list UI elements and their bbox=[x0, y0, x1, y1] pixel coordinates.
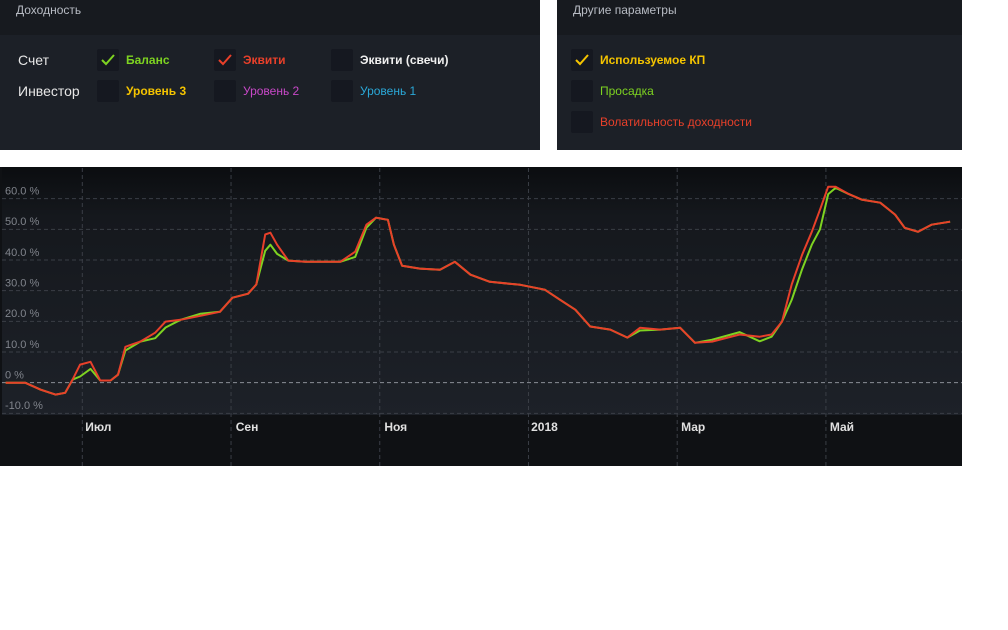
checkbox[interactable]: Уровень 3 bbox=[97, 80, 186, 102]
panel-title: Доходность bbox=[0, 0, 540, 35]
checkbox-label: Уровень 1 bbox=[360, 84, 417, 98]
checkbox-label: Уровень 2 bbox=[243, 84, 300, 98]
checkbox-box bbox=[571, 111, 593, 133]
legend-label: Баланс bbox=[126, 53, 170, 67]
y-tick-label: 60.0 % bbox=[5, 186, 39, 198]
checkbox-box bbox=[331, 49, 353, 71]
checkbox-box bbox=[214, 80, 236, 102]
y-tick-label: 20.0 % bbox=[5, 308, 39, 320]
legend-label: Эквити bbox=[243, 53, 286, 67]
y-tick-label: 30.0 % bbox=[5, 278, 39, 290]
panel-title: Другие параметры bbox=[557, 0, 962, 35]
y-tick-label: 40.0 % bbox=[5, 247, 39, 259]
checkbox[interactable]: Уровень 2 bbox=[214, 80, 299, 102]
x-tick-label: Июл bbox=[85, 420, 111, 434]
x-tick-label: Ноя bbox=[384, 420, 407, 434]
checkbox-box bbox=[214, 49, 236, 71]
x-tick-label: Май bbox=[830, 420, 854, 434]
checkbox-label: Используемое КП bbox=[600, 53, 706, 67]
y-tick-label: 0 % bbox=[5, 370, 24, 382]
y-tick-label: 10.0 % bbox=[5, 339, 39, 351]
checkbox[interactable]: Уровень 1 bbox=[331, 80, 416, 102]
x-tick-label: Мар bbox=[681, 420, 705, 434]
checkbox-box bbox=[331, 80, 353, 102]
row-label: Инвестор bbox=[18, 83, 80, 99]
check-mark bbox=[101, 54, 115, 66]
checkbox[interactable]: Волатильность доходности bbox=[571, 111, 752, 133]
checkbox[interactable]: Используемое КП bbox=[571, 49, 705, 71]
checkbox-box bbox=[571, 49, 593, 71]
checkbox-box bbox=[571, 80, 593, 102]
checkbox[interactable]: Баланс bbox=[97, 49, 170, 71]
chart: -10.0 % 0 % 10.0 % 20.0 % 30.0 % 40.0 % 50.0 %… bbox=[0, 167, 962, 466]
checkbox-box bbox=[97, 80, 119, 102]
other-panel: Другие параметры Используемое КП Просадк… bbox=[557, 0, 962, 150]
checkbox-label: Волатильность доходности bbox=[600, 115, 752, 129]
x-tick-label: 2018 bbox=[531, 420, 558, 434]
y-tick-label: -10.0 % bbox=[5, 400, 43, 412]
check-mark bbox=[575, 54, 589, 66]
returns-panel: Доходность Счет Инвестор Баланс Эквити Э… bbox=[0, 0, 540, 150]
checkbox-label: Эквити (свечи) bbox=[360, 53, 449, 67]
x-tick-label: Сен bbox=[236, 420, 259, 434]
checkbox-label: Просадка bbox=[600, 84, 654, 98]
series-line bbox=[5, 185, 951, 396]
checkbox[interactable]: Эквити bbox=[214, 49, 286, 71]
checkbox[interactable]: Просадка bbox=[571, 80, 654, 102]
y-tick-label: 50.0 % bbox=[5, 216, 39, 228]
checkbox-box bbox=[97, 49, 119, 71]
check-mark bbox=[218, 54, 232, 66]
checkbox[interactable]: Эквити (свечи) bbox=[331, 49, 449, 71]
row-label: Счет bbox=[18, 52, 49, 68]
checkbox-label: Уровень 3 bbox=[126, 84, 187, 98]
